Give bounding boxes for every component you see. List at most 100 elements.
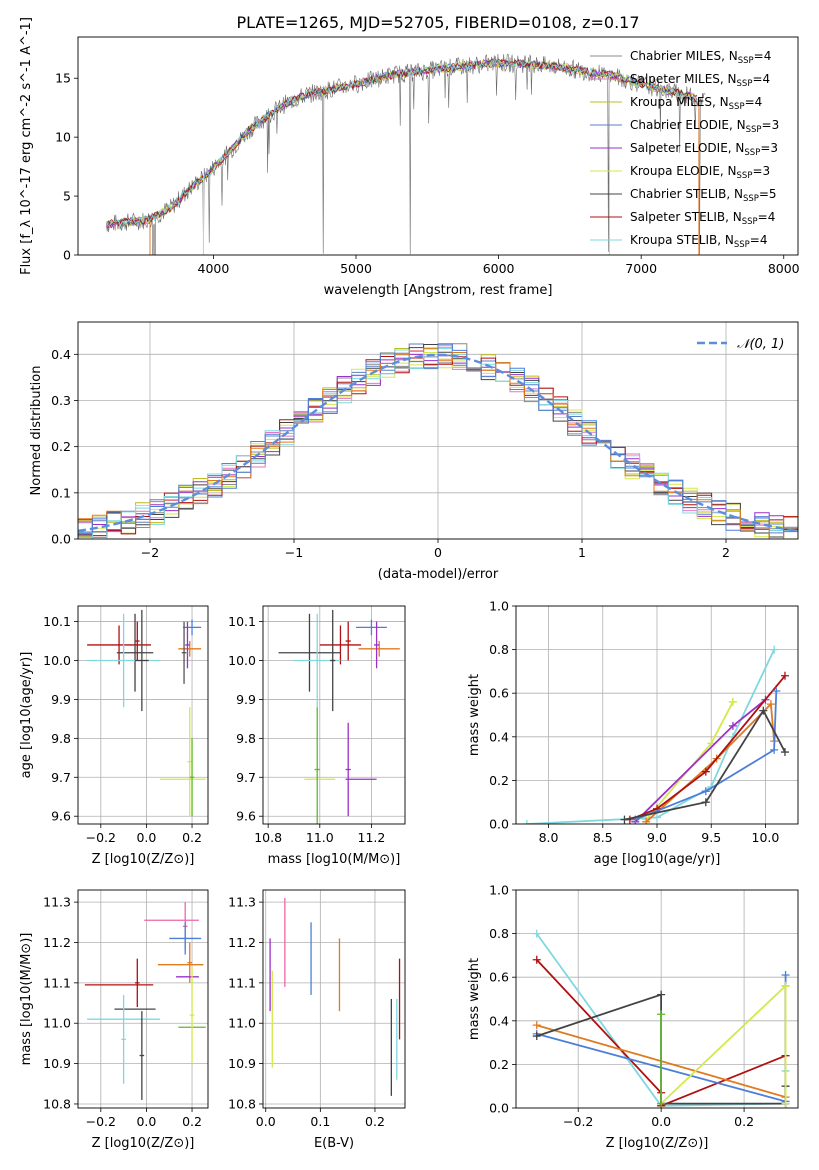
y-tick-label: 9.9 xyxy=(51,692,71,707)
x-tick-label: 6000 xyxy=(483,261,515,276)
data-point-marker xyxy=(532,1021,541,1030)
legend-entry: Chabrier ELODIE, NSSP=3 xyxy=(630,118,779,135)
data-point-marker xyxy=(781,981,790,990)
x-tick-label: 4000 xyxy=(198,261,230,276)
legend-subscript: SSP xyxy=(742,217,758,227)
x-tick-label: 9.5 xyxy=(701,830,721,845)
data-point-marker xyxy=(657,990,666,999)
y-tick-label: 10.9 xyxy=(228,1056,256,1071)
plot-area xyxy=(263,606,405,824)
data-point-marker xyxy=(728,721,737,730)
plot-area xyxy=(516,606,798,824)
x-tick-label: 5000 xyxy=(340,261,372,276)
legend-subscript: SSP xyxy=(729,102,745,112)
chart-mass_weight_vs_age: 8.0 8.5 9.0 9.5 10.0 0.0 0.2 0.4 0.6 0.8 1.0 age [l… xyxy=(467,599,799,867)
y-tick-label: 0.0 xyxy=(489,817,509,832)
y-tick-label: 10.0 xyxy=(228,653,256,668)
histogram-step-line xyxy=(78,344,798,533)
y-axis-label: Flux [f_λ 10^-17 erg cm^-2 s^-1 A^-1] xyxy=(19,17,34,275)
x-axis-label: Z [log10(Z/Z⊙)] xyxy=(606,1136,709,1151)
data-point-marker xyxy=(532,929,541,938)
y-tick-label: 0.0 xyxy=(51,532,71,547)
data-point-marker xyxy=(532,1032,541,1041)
legend-suffix: =4 xyxy=(758,210,776,224)
y-tick-label: 11.3 xyxy=(43,895,71,910)
chart-spectrum: 4000 5000 6000 7000 8000 0 5 10 15 wavelength [An… xyxy=(19,17,800,298)
y-tick-label: 5 xyxy=(63,189,71,204)
legend-suffix: =4 xyxy=(750,233,768,247)
data-point-marker xyxy=(701,767,710,776)
y-tick-label: 0.2 xyxy=(489,1057,509,1072)
y-tick-label: 0.8 xyxy=(489,642,509,657)
y-tick-label: 9.8 xyxy=(51,731,71,746)
axes-frame xyxy=(262,605,406,825)
y-tick-label: 11.1 xyxy=(43,975,71,990)
legend-subscript: SSP xyxy=(737,79,753,89)
legend-suffix: =4 xyxy=(754,49,772,63)
y-tick-label: 9.7 xyxy=(236,770,256,785)
x-axis-label: (data-model)/error xyxy=(378,567,499,582)
axes-frame xyxy=(77,321,799,540)
plot-area xyxy=(78,890,208,1108)
y-tick-label: 0.4 xyxy=(51,347,71,362)
chart-mass_weight_vs_Z: −0.2 0.0 0.2 0.0 0.2 0.4 0.6 0.8 1.0 Z [log10(Z/Z… xyxy=(467,883,799,1151)
legend-entry: Kroupa STELIB, NSSP=4 xyxy=(630,233,768,250)
legend-entry: Chabrier MILES, NSSP=4 xyxy=(630,49,771,66)
chart-age_vs_Z: −0.2 0.0 0.2 9.6 9.7 9.8 9.9 10.0 10.1 Z [log10(Z… xyxy=(19,605,209,867)
x-tick-label: 0.2 xyxy=(182,830,202,845)
plot-area xyxy=(78,322,798,539)
data-point-marker xyxy=(620,815,629,824)
legend: Chabrier MILES, NSSP=4 Salpeter MILES, NS… xyxy=(590,49,779,250)
x-tick-label: −1 xyxy=(285,545,303,560)
legend-suffix: =3 xyxy=(752,164,770,178)
x-axis-label: E(B-V) xyxy=(314,1136,354,1151)
axes-frame xyxy=(77,889,209,1109)
axes-frame xyxy=(77,605,209,825)
y-tick-label: 10.9 xyxy=(43,1056,71,1071)
x-tick-label: 8000 xyxy=(768,261,800,276)
axes-frame xyxy=(77,36,799,256)
legend-suffix: =3 xyxy=(760,141,778,155)
x-axis-label: Z [log10(Z/Z⊙)] xyxy=(92,852,195,867)
legend-subscript: SSP xyxy=(743,194,759,204)
chart-mass_vs_EBV: 0.0 0.1 0.2 10.8 10.9 11.0 11.1 11.2 11.3 E(B-V) xyxy=(228,889,406,1151)
data-point-marker xyxy=(780,748,789,757)
y-tick-label: 11.2 xyxy=(43,935,71,950)
series-line xyxy=(634,690,778,821)
data-point-marker xyxy=(701,798,710,807)
series-line xyxy=(624,708,786,821)
legend-suffix: =5 xyxy=(759,187,777,201)
x-tick-label: 11.0 xyxy=(306,830,334,845)
series-line xyxy=(660,983,787,1105)
plot-area xyxy=(516,890,798,1108)
data-point-marker xyxy=(657,1099,666,1108)
y-tick-label: 0.6 xyxy=(489,970,509,985)
y-tick-label: 11.3 xyxy=(228,895,256,910)
y-tick-label: 9.7 xyxy=(51,770,71,785)
legend-subscript: SSP xyxy=(738,56,754,66)
chart-mass_vs_Z: −0.2 0.0 0.2 10.8 10.9 11.0 11.1 11.2 11.3 Z [log… xyxy=(19,889,209,1151)
y-tick-label: 11.0 xyxy=(228,1016,256,1031)
chart-residuals: −2 −1 0 1 2 0.0 0.1 0.2 0.3 0.4 (data-model)/error… xyxy=(29,321,799,582)
legend-entry: Salpeter ELODIE, NSSP=3 xyxy=(630,141,778,158)
y-tick-label: 0.1 xyxy=(51,485,71,500)
x-tick-label: 9.0 xyxy=(647,830,667,845)
axes-frame xyxy=(515,605,799,825)
y-tick-label: 11.1 xyxy=(228,975,256,990)
data-point-marker xyxy=(642,817,651,824)
x-axis-label: Z [log10(Z/Z⊙)] xyxy=(92,1136,195,1151)
data-point-marker xyxy=(770,745,779,754)
x-tick-label: 0.2 xyxy=(182,1114,202,1129)
y-tick-label: 11.2 xyxy=(228,935,256,950)
legend-entry: 𝒩(0, 1) xyxy=(737,337,784,352)
data-point-marker xyxy=(532,955,541,964)
y-tick-label: 9.6 xyxy=(236,809,256,824)
x-tick-label: 0 xyxy=(434,545,442,560)
x-tick-label: 8.5 xyxy=(593,830,613,845)
y-tick-label: 15 xyxy=(55,71,71,86)
x-tick-label: 0.2 xyxy=(365,1114,385,1129)
y-axis-label: Normed distribution xyxy=(29,366,44,496)
y-tick-label: 0.8 xyxy=(489,926,509,941)
legend-entry: Salpeter MILES, NSSP=4 xyxy=(630,72,770,89)
y-tick-label: 10.8 xyxy=(43,1096,71,1111)
